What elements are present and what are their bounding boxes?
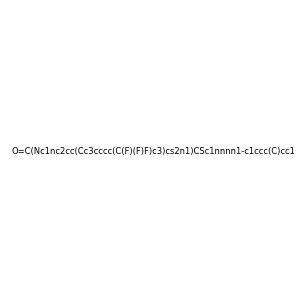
Text: O=C(Nc1nc2cc(Cc3cccc(C(F)(F)F)c3)cs2n1)CSc1nnnn1-c1ccc(C)cc1: O=C(Nc1nc2cc(Cc3cccc(C(F)(F)F)c3)cs2n1)C…	[12, 147, 296, 156]
